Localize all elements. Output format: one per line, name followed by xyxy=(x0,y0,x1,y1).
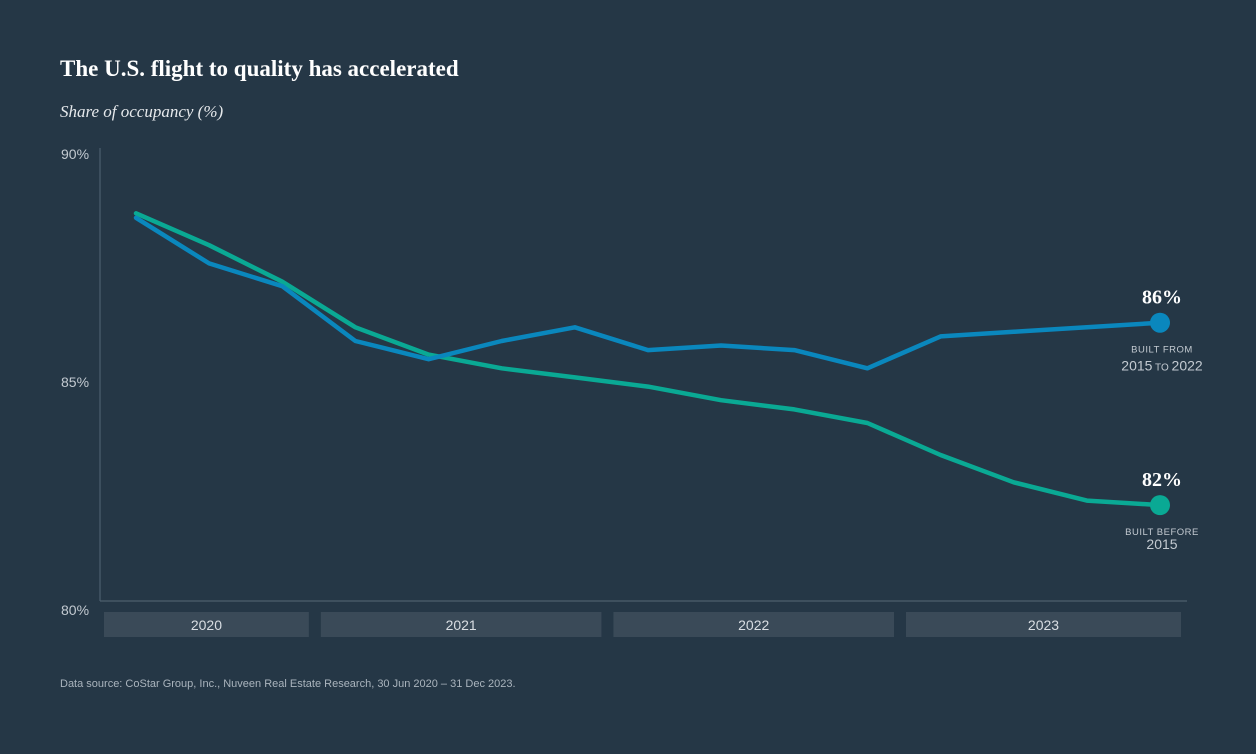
year-band xyxy=(613,612,894,637)
end-marker-built-before-2015 xyxy=(1150,495,1170,516)
end-marker-built-2015-2022 xyxy=(1150,312,1170,333)
year-band xyxy=(320,612,602,637)
y-tick-label: 85% xyxy=(61,374,89,390)
year-band xyxy=(104,612,309,637)
series-label-built-2015-2022-line1: BUILT FROM xyxy=(1131,345,1193,356)
end-value-label-built-2015-2022: 86% xyxy=(1142,287,1182,309)
y-tick-label: 80% xyxy=(61,602,89,618)
y-tick-label: 90% xyxy=(61,146,89,162)
data-source-note: Data source: CoStar Group, Inc., Nuveen … xyxy=(60,678,516,690)
chart-title: The U.S. flight to quality has accelerat… xyxy=(60,56,459,81)
series-label-built-before-2015-line2: 2015 xyxy=(1146,536,1177,552)
series-label-part: TO xyxy=(1152,363,1171,374)
year-band-label: 2020 xyxy=(191,617,222,633)
year-band-label: 2022 xyxy=(738,617,769,633)
series-label-part: 2015 xyxy=(1121,358,1152,374)
series-label-built-before-2015-line1: BUILT BEFORE xyxy=(1125,527,1199,538)
end-value-label-built-before-2015: 82% xyxy=(1142,469,1182,491)
chart-subtitle: Share of occupancy (%) xyxy=(60,102,224,121)
series-line-built-before-2015 xyxy=(133,211,1163,508)
series-line-built-2015-2022 xyxy=(133,215,1163,371)
year-band xyxy=(906,612,1181,637)
series-label-built-2015-2022-line2: 2015 TO 2022 xyxy=(1121,358,1203,374)
year-band-label: 2021 xyxy=(446,617,477,633)
series-label-part: 2022 xyxy=(1172,358,1203,374)
year-band-label: 2023 xyxy=(1028,617,1059,633)
